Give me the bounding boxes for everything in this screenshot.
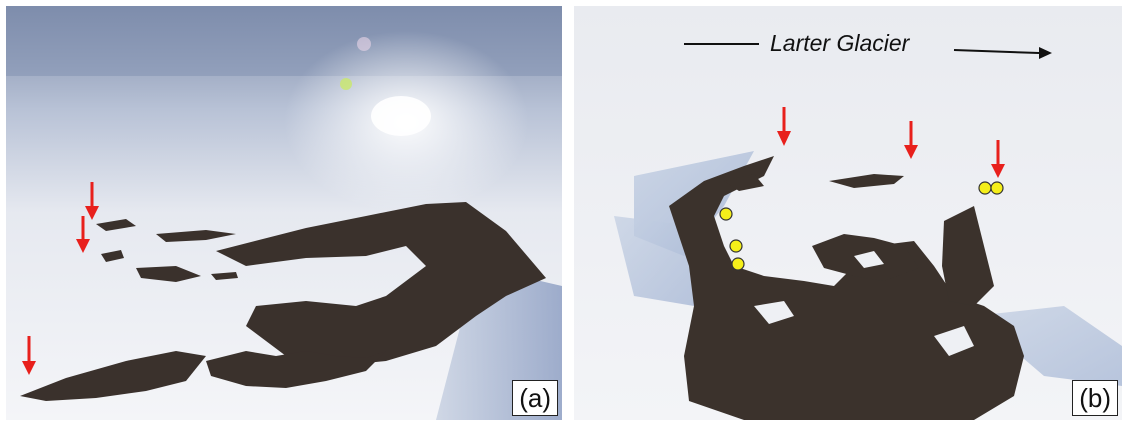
arrow-icon [22,336,36,375]
sample-marker [731,257,745,271]
sample-markers-b [719,181,1004,271]
arrow-icon [76,216,90,253]
arrow-icon [991,140,1005,178]
snow-patches-b [754,251,974,356]
arrow-icon [777,107,791,146]
glacier-direction-arrow [684,43,1052,59]
panel-label-b: (b) [1072,380,1118,416]
sample-marker [729,239,743,253]
photo-panel-b: Larter Glacier (b) [574,6,1122,420]
aerial-photo-b [574,6,1122,420]
photo-panel-a: (a) [6,6,562,420]
sample-marker [990,181,1004,195]
sample-marker [719,207,733,221]
red-arrows-a [22,182,99,375]
arrow-icon [85,182,99,220]
panel-label-a: (a) [512,380,558,416]
arrow-icon [904,121,918,159]
rock-outcrops-a [20,202,546,401]
rock-outcrops-b [669,156,1024,420]
sample-marker [978,181,992,195]
aerial-photo-a [6,6,562,420]
glacier-label: Larter Glacier [770,30,910,56]
red-arrows-b [777,107,1005,178]
